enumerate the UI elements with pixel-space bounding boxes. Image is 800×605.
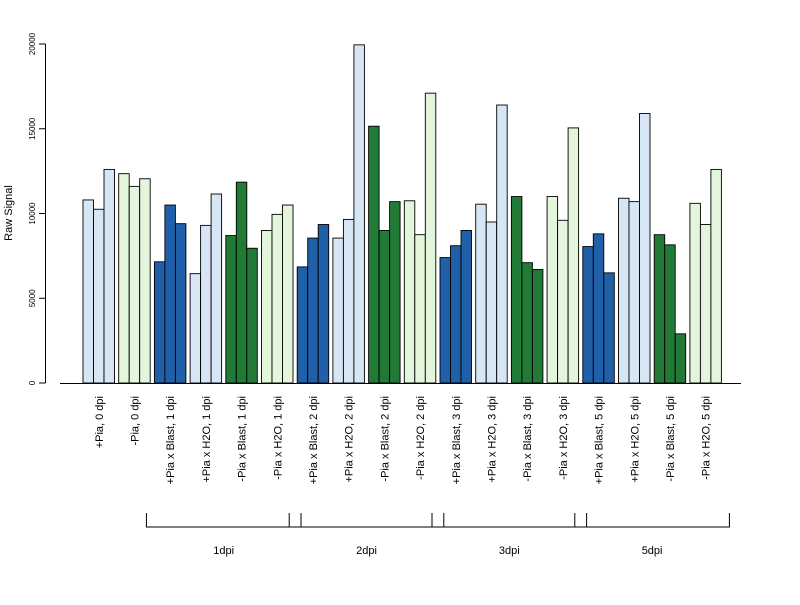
bar [628, 201, 640, 384]
bar [567, 127, 580, 384]
bar [307, 237, 319, 384]
category-label: +Pia x H2O, 3 dpi [486, 396, 498, 483]
bar [93, 208, 105, 384]
category-label: +Pia x Blast, 3 dpi [451, 396, 463, 484]
bar [174, 223, 187, 384]
bar [389, 201, 401, 384]
bar [103, 168, 115, 384]
y-tick-label: 20000 [28, 32, 37, 55]
bar [200, 224, 212, 384]
bar [82, 199, 94, 384]
group-label: 3dpi [499, 545, 520, 557]
bar [475, 203, 487, 384]
bars [82, 44, 722, 384]
group-label: 5dpi [642, 545, 663, 557]
category-label: +Pia x Blast, 2 dpi [308, 396, 320, 484]
bar [424, 92, 437, 384]
bar [246, 247, 258, 384]
bar [510, 196, 523, 384]
category-label: -Pia x Blast, 2 dpi [379, 396, 391, 482]
category-label: -Pia x Blast, 1 dpi [237, 396, 249, 482]
bar [531, 268, 544, 384]
y-tick-label: 15000 [28, 117, 37, 140]
group-bracket [574, 513, 730, 528]
bar [439, 257, 451, 384]
category-label: -Pia, 0 dpi [129, 396, 141, 446]
bar [153, 261, 166, 384]
bar [496, 104, 508, 384]
y-axis-title: Raw Signal [3, 185, 15, 241]
bar [414, 234, 426, 384]
category-label: +Pia, 0 dpi [94, 396, 106, 448]
bar [296, 266, 309, 384]
group-bracket [288, 513, 445, 528]
bar [557, 219, 569, 384]
bar [664, 244, 676, 384]
bar [450, 245, 462, 384]
bar [521, 262, 533, 384]
bar [342, 218, 355, 384]
group-bracket [431, 513, 588, 528]
y-axis: 0 5000 10000 15000 20000 [28, 32, 46, 385]
category-label: -Pia x Blast, 3 dpi [522, 396, 534, 482]
group-brackets: 1dpi 2dpi 3dpi 5dpi [145, 513, 730, 557]
bar [189, 273, 202, 384]
y-tick-label: 0 [28, 380, 37, 385]
category-label: -Pia x H2O, 2 dpi [415, 396, 427, 480]
bar [332, 237, 344, 384]
bar [271, 213, 283, 384]
group-label: 2dpi [356, 545, 377, 557]
category-label: -Pia x H2O, 3 dpi [558, 396, 570, 480]
bar [592, 233, 605, 384]
bar [689, 202, 701, 384]
category-label: -Pia x H2O, 1 dpi [272, 396, 284, 480]
bar [618, 197, 630, 384]
group-bracket [145, 513, 302, 528]
bar [546, 196, 559, 384]
bar [378, 229, 391, 384]
bar [460, 229, 472, 384]
bar [317, 224, 330, 384]
bar [674, 333, 687, 384]
bar [639, 113, 651, 384]
category-label: +Pia x Blast, 5 dpi [594, 396, 606, 484]
bar [164, 204, 176, 384]
bar [603, 272, 615, 384]
bar [282, 204, 294, 384]
bar [128, 185, 141, 384]
category-label: -Pia x H2O, 5 dpi [701, 396, 713, 480]
y-tick-label: 5000 [28, 289, 37, 307]
bar [225, 235, 237, 384]
bar [653, 234, 666, 384]
bar [710, 168, 722, 384]
bar [210, 193, 223, 384]
category-label: +Pia x H2O, 1 dpi [201, 396, 213, 483]
bar [403, 200, 416, 384]
bar [485, 221, 498, 384]
category-label: -Pia x Blast, 5 dpi [665, 396, 677, 482]
category-label: +Pia x H2O, 5 dpi [629, 396, 641, 483]
bar [235, 181, 248, 384]
bar [582, 246, 594, 384]
y-tick-label: 10000 [28, 202, 37, 225]
bar [261, 229, 273, 384]
bar [353, 44, 365, 384]
bar [139, 178, 151, 384]
category-label: +Pia x H2O, 2 dpi [344, 396, 356, 483]
category-label: +Pia x Blast, 1 dpi [165, 396, 177, 484]
group-label: 1dpi [213, 545, 234, 557]
category-labels: +Pia, 0 dpi -Pia, 0 dpi +Pia x Blast, 1 dp… [94, 396, 713, 484]
bar [699, 224, 712, 384]
bar [118, 173, 130, 384]
bar [368, 125, 380, 384]
